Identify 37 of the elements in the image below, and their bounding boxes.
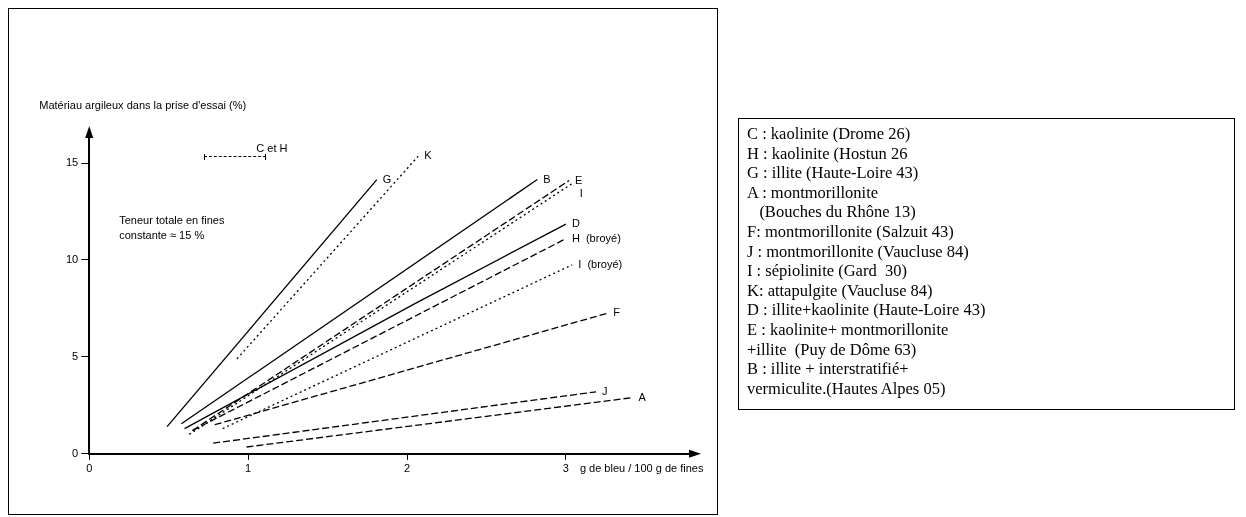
series-label: H (broyé) <box>571 231 621 244</box>
y-tick-label: 0 <box>72 446 79 459</box>
text: B : illite + interstratifié+ <box>747 359 910 379</box>
text: H : kaolinite (Hostun 26 <box>747 143 909 164</box>
series-label: G <box>382 172 392 185</box>
text: vermiculite.(Hautes Alpes 05) <box>747 378 947 399</box>
text: A : montmorillonite <box>747 182 880 203</box>
x-axis-title: g de bleu / 100 g de fines <box>579 462 704 475</box>
text: +illite (Puy de Dôme 63) <box>747 339 918 360</box>
series-label: B <box>543 172 551 185</box>
text: I : sépiolinite (Gard 30) <box>747 261 908 281</box>
annotation: Teneur totale en fines constante ≈ 15 % <box>119 214 225 242</box>
series-label: I <box>579 187 583 200</box>
text: E : kaolinite+ montmorillonite <box>747 319 950 340</box>
text: D : illite+kaolinite (Haute-Loire 43) <box>747 300 987 320</box>
text: C : kaolinite (Drome 26) <box>747 124 912 144</box>
y-axis-title: Matériau argileux dans la prise d'essai (%) <box>39 99 247 112</box>
text: J : montmorillonite (Vaucluse 84) <box>747 241 970 262</box>
annotation: C et H <box>256 142 288 155</box>
series-label: A <box>638 390 647 403</box>
series-label: E <box>575 173 583 186</box>
y-tick-label: 5 <box>72 349 79 362</box>
text: F: montmorillonite (Salzuit 43) <box>747 221 955 242</box>
y-tick-label: 10 <box>65 253 79 266</box>
text: (Bouches du Rhône 13) <box>758 202 917 222</box>
text: G : illite (Haute-Loire 43) <box>747 163 920 183</box>
x-tick-label: 0 <box>86 462 93 475</box>
series-label: J <box>602 384 608 397</box>
x-tick-label: 1 <box>245 462 252 475</box>
y-tick-label: 15 <box>65 156 79 169</box>
series-label: I (broyé) <box>578 257 623 270</box>
x-tick-label: 2 <box>403 462 411 475</box>
x-tick-label: 3 <box>562 462 569 475</box>
series-label: F <box>613 306 621 319</box>
series-label: K <box>424 149 433 162</box>
text: K: attapulgite (Vaucluse 84) <box>747 280 934 301</box>
series-label: D <box>571 217 580 230</box>
